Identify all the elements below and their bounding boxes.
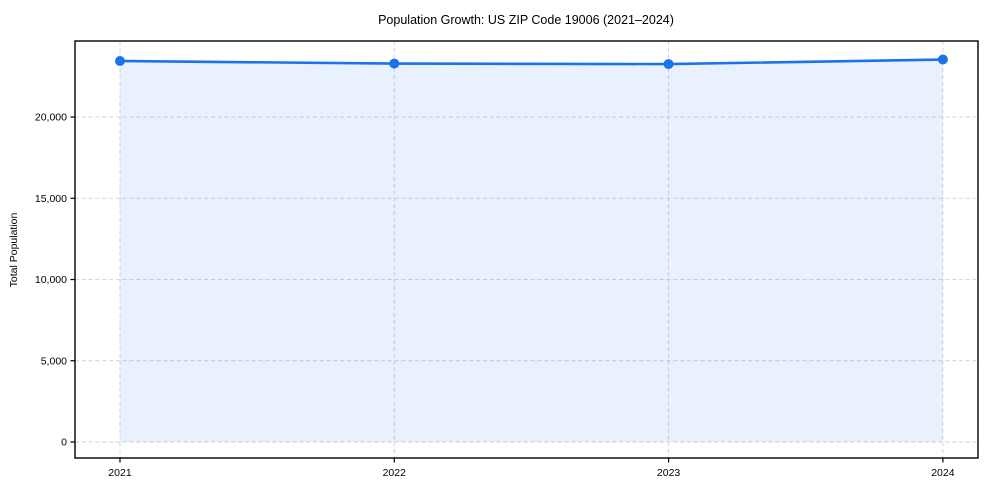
x-tick-label: 2022 (383, 467, 407, 479)
chart-title: Population Growth: US ZIP Code 19006 (20… (378, 13, 674, 27)
y-tick-label: 15,000 (35, 193, 67, 205)
y-axis-label: Total Population (8, 212, 20, 287)
x-tick-label: 2024 (931, 467, 955, 479)
data-point-marker (663, 59, 674, 70)
y-tick-label: 10,000 (35, 274, 67, 286)
area-fill (119, 59, 943, 442)
data-point-marker (937, 54, 948, 65)
data-line (118, 58, 945, 66)
y-tick-label: 20,000 (35, 112, 67, 124)
y-tick-label: 5,000 (41, 355, 67, 367)
x-tick-label: 2023 (657, 467, 681, 479)
data-point-marker (114, 55, 125, 66)
data-point-marker (389, 58, 400, 69)
y-tick-label: 0 (61, 437, 67, 449)
plot-frame (74, 40, 979, 459)
x-tick-label: 2021 (108, 467, 132, 479)
